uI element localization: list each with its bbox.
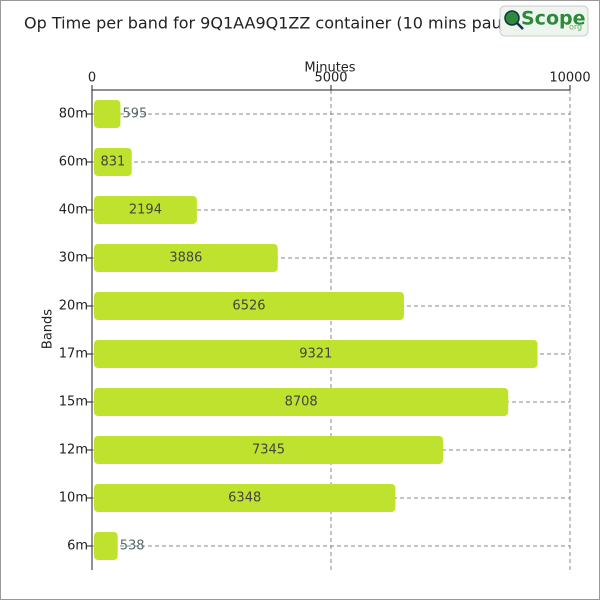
x-tick-label: 0 [88,71,96,86]
logo-suffix: org [569,23,582,32]
bar [94,244,278,272]
bar [94,196,197,224]
x-axis-label: Minutes [304,61,355,76]
chart-title: Op Time per band for 9Q1AA9Q1ZZ containe… [24,14,540,33]
bar [94,148,132,176]
y-tick-label: 60m [59,155,88,170]
value-label: 6348 [228,491,261,506]
value-label: 8708 [285,395,318,410]
value-label: 831 [100,155,125,170]
value-label: 9321 [299,347,332,362]
logo-icon-handle [516,22,524,30]
y-tick-label: 40m [59,203,88,218]
y-tick-label: 6m [67,539,88,554]
bar [94,436,444,464]
bar [94,484,396,512]
value-label: 2194 [129,203,162,218]
y-tick-label: 80m [59,107,88,122]
value-label: 3886 [169,251,202,266]
bar [94,388,509,416]
bar [94,292,404,320]
y-tick-label: 17m [59,347,88,362]
y-tick-label: 15m [59,395,88,410]
logo: Scope org [499,5,589,37]
y-tick-label: 30m [59,251,88,266]
bar [94,340,538,368]
y-tick-label: 12m [59,443,88,458]
y-tick-label: 10m [59,491,88,506]
value-label: 595 [122,107,147,122]
logo-text: Scope [521,8,586,30]
x-tick-label: 5000 [314,71,347,86]
y-axis-label: Bands [41,309,56,349]
bar [94,532,118,560]
logo-icon [504,10,520,26]
value-label: 7345 [252,443,285,458]
value-label: 538 [120,539,145,554]
bar [94,100,121,128]
value-label: 6526 [232,299,265,314]
y-tick-label: 20m [59,299,88,314]
x-tick-label: 10000 [549,71,590,86]
